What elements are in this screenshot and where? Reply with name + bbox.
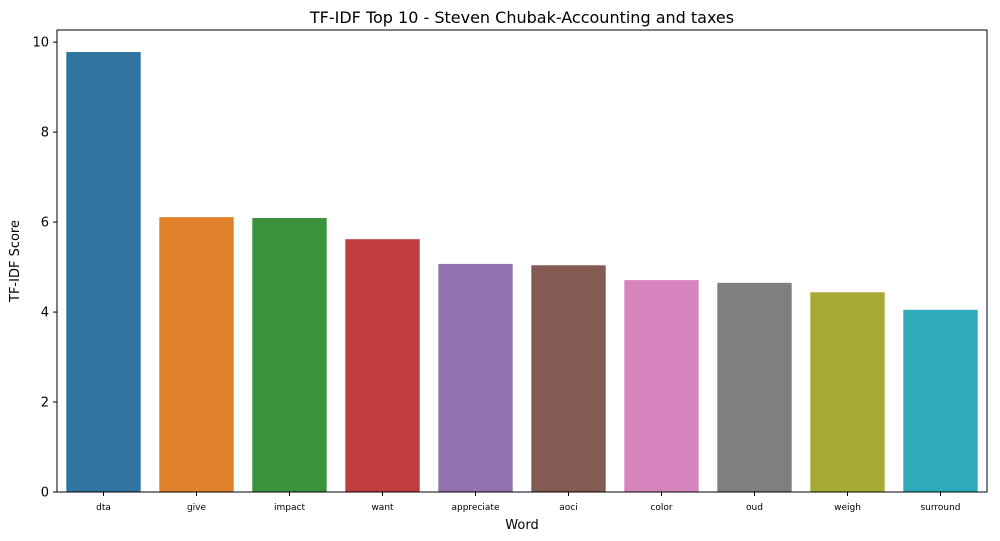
bar-appreciate (438, 263, 513, 492)
bar-surround (903, 309, 978, 492)
y-axis-ticks: 0 2 4 6 8 10 (32, 36, 57, 501)
x-axis-ticks: dta give impact want appreciate aoci color oud w… (96, 492, 961, 513)
bar-dta (66, 52, 141, 492)
y-axis-title: TF-IDF Score (8, 220, 23, 303)
chart-title: TF-IDF Top 10 - Steven Chubak-Accounting… (309, 8, 734, 27)
bar-give (159, 217, 234, 493)
bar-color (624, 280, 699, 492)
x-tick-label: aoci (559, 503, 577, 513)
bars-group (66, 52, 978, 493)
bar-weigh (810, 292, 885, 492)
y-tick-label: 4 (41, 306, 49, 321)
x-tick-label: dta (96, 503, 111, 513)
x-axis-title: Word (505, 518, 538, 533)
plot-frame (56, 29, 988, 493)
bar-aoci (531, 265, 606, 492)
x-tick-label: give (187, 503, 207, 513)
x-tick-label: surround (920, 503, 960, 513)
y-tick-label: 2 (41, 396, 49, 411)
x-tick-label: impact (274, 503, 305, 513)
bar-oud (717, 282, 792, 492)
y-tick-label: 8 (41, 126, 49, 141)
x-tick-label: color (650, 503, 672, 513)
bar-impact (252, 218, 327, 493)
x-tick-label: weigh (834, 503, 861, 513)
y-tick-label: 0 (41, 486, 49, 501)
x-tick-label: oud (746, 503, 763, 513)
y-tick-label: 10 (32, 36, 49, 51)
y-tick-label: 6 (41, 216, 49, 231)
x-tick-label: appreciate (451, 503, 499, 513)
bar-want (345, 239, 420, 492)
x-tick-label: want (371, 503, 394, 513)
